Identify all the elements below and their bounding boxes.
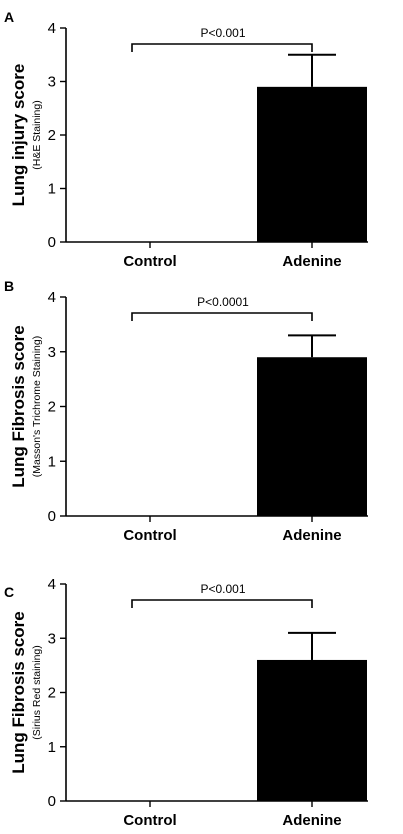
y-axis-sublabel: (H&E Staining) xyxy=(31,100,43,169)
bar-adenine xyxy=(257,659,367,801)
bar-adenine xyxy=(257,86,367,242)
y-tick-label: 1 xyxy=(48,181,56,198)
panel-letter: A xyxy=(4,9,14,25)
x-tick-label: Control xyxy=(123,253,176,270)
y-tick-label: 3 xyxy=(48,74,56,91)
y-tick-label: 3 xyxy=(48,630,56,647)
y-tick-label: 2 xyxy=(48,399,56,416)
y-tick-label: 0 xyxy=(48,508,56,525)
y-tick-label: 1 xyxy=(48,739,56,756)
y-tick-label: 2 xyxy=(48,127,56,144)
significance-bracket xyxy=(131,599,313,608)
y-tick-label: 1 xyxy=(48,453,56,470)
y-tick-label: 4 xyxy=(48,20,56,37)
x-tick-label: Control xyxy=(123,812,176,829)
x-tick-label: Adenine xyxy=(282,527,341,544)
p-value-label: P<0.001 xyxy=(200,26,245,40)
x-tick-label: Adenine xyxy=(282,812,341,829)
y-axis-label: Lung Fibrosis score xyxy=(9,611,28,773)
p-value-label: P<0.0001 xyxy=(197,295,249,309)
y-axis-sublabel: (Masson's Trichrome Staining) xyxy=(31,336,43,477)
significance-bracket xyxy=(131,312,313,321)
panel-letter: B xyxy=(4,278,14,294)
bar-adenine xyxy=(257,357,367,516)
y-tick-label: 0 xyxy=(48,793,56,810)
y-tick-label: 4 xyxy=(48,576,56,593)
significance-bracket xyxy=(131,43,313,52)
x-tick-label: Control xyxy=(123,527,176,544)
y-tick-label: 0 xyxy=(48,234,56,251)
y-axis-label: Lung Fibrosis score xyxy=(9,325,28,487)
y-axis-sublabel: (Sirius Red staining) xyxy=(31,645,43,740)
p-value-label: P<0.001 xyxy=(200,582,245,596)
x-tick-label: Adenine xyxy=(282,253,341,270)
y-tick-label: 4 xyxy=(48,289,56,306)
y-tick-label: 3 xyxy=(48,344,56,361)
panel-letter: C xyxy=(4,584,14,600)
y-tick-label: 2 xyxy=(48,685,56,702)
y-axis-label: Lung injury score xyxy=(9,64,28,207)
